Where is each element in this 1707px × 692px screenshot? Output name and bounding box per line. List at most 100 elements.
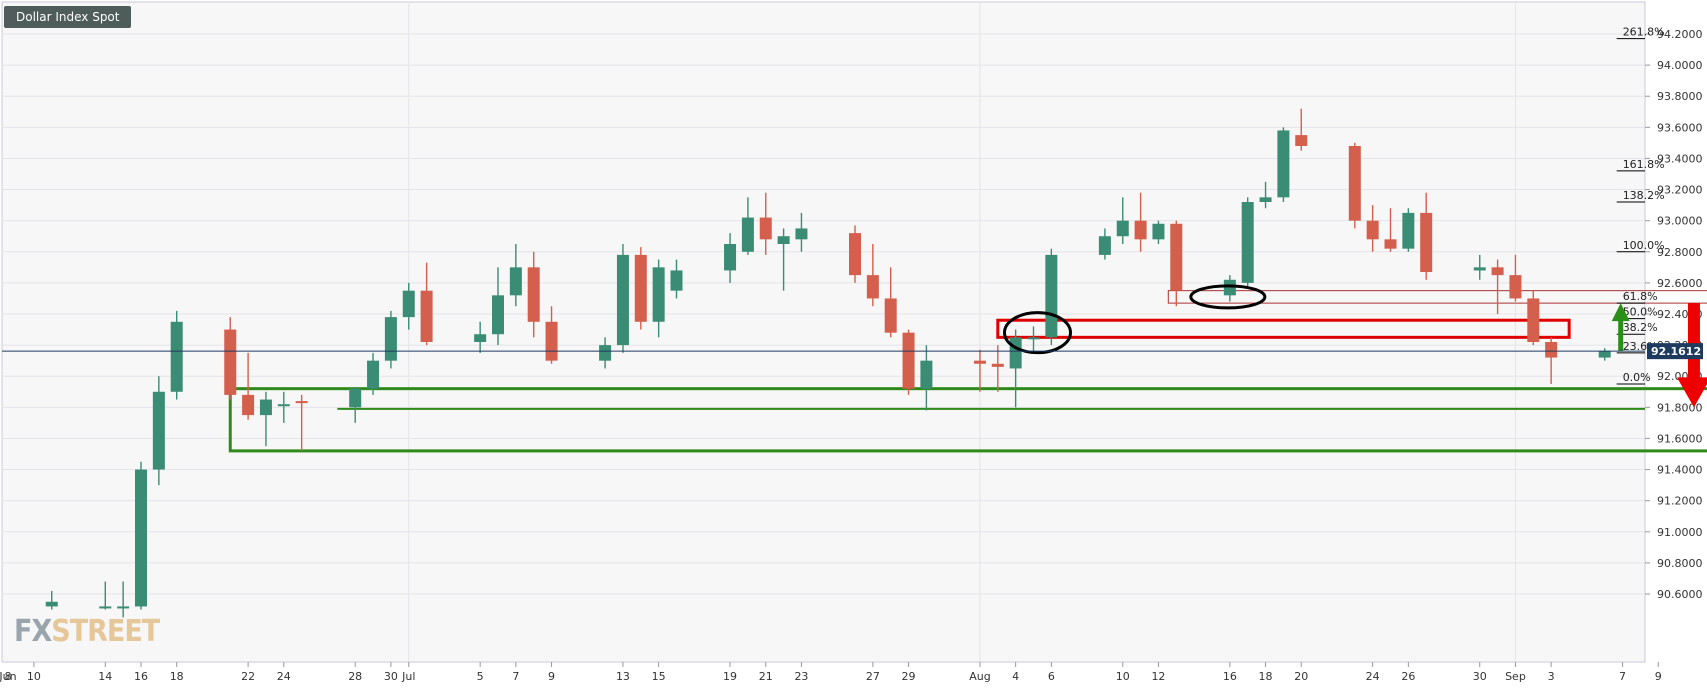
candle-bull: [1028, 337, 1040, 339]
x-tick-label: 6: [1048, 670, 1055, 683]
candle-bear: [528, 267, 540, 321]
x-tick-label: 14: [98, 670, 112, 683]
candle-bull: [117, 606, 129, 608]
red-arrow-shaft: [1688, 303, 1700, 379]
candle-bear: [224, 330, 236, 395]
y-tick-label: 90.6000: [1657, 588, 1703, 601]
x-tick-label: Aug: [969, 670, 990, 683]
candle-bear: [1367, 221, 1379, 240]
x-tick-label: 20: [1294, 670, 1308, 683]
x-tick-label: 12: [1151, 670, 1165, 683]
fib-label: 138.2%: [1623, 189, 1665, 202]
candle-bull: [46, 602, 58, 607]
candle-bull: [1599, 351, 1611, 357]
candle-bear: [546, 322, 558, 361]
candle-bear: [1295, 135, 1307, 146]
candle-bear: [1509, 275, 1521, 298]
candle-bull: [349, 389, 361, 408]
x-tick-label: 30: [1473, 670, 1487, 683]
x-tick-label: 18: [170, 670, 184, 683]
y-tick-label: 91.6000: [1657, 432, 1703, 445]
fib-label: 100.0%: [1623, 239, 1665, 252]
candle-bull: [474, 334, 486, 342]
candle-bull: [724, 244, 736, 270]
x-tick-label: 26: [1401, 670, 1415, 683]
candle-bear: [760, 218, 772, 240]
candle-bear: [296, 401, 308, 403]
candle-bull: [278, 404, 290, 406]
fib-label: 0.0%: [1623, 371, 1651, 384]
candle-bull: [671, 270, 683, 290]
fib-label: 61.8%: [1623, 290, 1658, 303]
y-tick-label: 91.0000: [1657, 526, 1703, 539]
fib-label: 50.0%: [1623, 306, 1658, 319]
candle-bull: [403, 291, 415, 317]
candle-bull: [1045, 255, 1057, 337]
candle-bull: [153, 392, 165, 470]
candle-bull: [171, 322, 183, 392]
candle-bear: [1527, 298, 1539, 342]
candle-bear: [1170, 224, 1182, 291]
candle-bear: [867, 275, 879, 298]
candle-bear: [1545, 342, 1557, 358]
candle-bear: [992, 364, 1004, 367]
candle-bull: [653, 267, 665, 321]
y-tick-label: 91.4000: [1657, 464, 1703, 477]
candle-bull: [367, 361, 379, 389]
x-tick-label: 23: [794, 670, 808, 683]
fib-label: 161.8%: [1623, 158, 1665, 171]
x-tick-label: 3: [1548, 670, 1555, 683]
x-tick-label: 29: [902, 670, 916, 683]
candle-bear: [1135, 221, 1147, 240]
x-tick-label: 7: [512, 670, 519, 683]
candle-bear: [974, 361, 986, 364]
candle-bull: [1010, 337, 1022, 368]
x-tick-label: 16: [1223, 670, 1237, 683]
x-tick-label: 10: [27, 670, 41, 683]
x-tick-label: 24: [277, 670, 291, 683]
candle-bear: [1349, 146, 1361, 221]
x-tick-label: 28: [348, 670, 362, 683]
candle-bull: [1224, 280, 1236, 296]
candle-bear: [421, 291, 433, 342]
y-tick-label: 93.6000: [1657, 121, 1703, 134]
candle-bear: [635, 255, 647, 322]
x-tick-label: 24: [1366, 670, 1380, 683]
x-tick-label: 21: [759, 670, 773, 683]
candle-bull: [1277, 130, 1289, 197]
y-tick-label: 90.8000: [1657, 557, 1703, 570]
candle-bull: [1117, 221, 1129, 237]
candle-bull: [742, 218, 754, 252]
candle-bull: [1474, 267, 1486, 270]
x-tick-label: 10: [1116, 670, 1130, 683]
candle-bull: [795, 228, 807, 239]
fxstreet-logo: FXSTREET: [14, 614, 159, 649]
candle-bear: [242, 395, 254, 415]
logo-fx: FX: [14, 614, 51, 649]
candle-bull: [617, 255, 629, 345]
candle-bull: [492, 295, 504, 334]
x-tick-label: 9: [1655, 670, 1662, 683]
candle-bear: [1492, 267, 1504, 275]
candle-bear: [903, 333, 915, 389]
chart-title: Dollar Index Spot: [4, 6, 131, 28]
x-tick-label: 19: [723, 670, 737, 683]
last-price-label: 92.1612: [1651, 345, 1701, 358]
x-tick-label: 7: [1619, 670, 1626, 683]
candle-bear: [1385, 239, 1397, 248]
x-tick-label: Sep: [1505, 670, 1526, 683]
candle-bull: [1242, 202, 1254, 283]
candle-bear: [885, 298, 897, 332]
y-tick-label: 93.0000: [1657, 215, 1703, 228]
candle-bear: [1420, 213, 1432, 272]
candle-bull: [599, 345, 611, 361]
candle-bull: [135, 470, 147, 607]
candle-bear: [849, 233, 861, 275]
y-tick-label: 93.8000: [1657, 90, 1703, 103]
y-tick-label: 92.6000: [1657, 277, 1703, 290]
x-tick-label: 4: [1012, 670, 1019, 683]
x-tick-label: 16: [134, 670, 148, 683]
x-tick-label: 22: [241, 670, 255, 683]
candle-bull: [1099, 236, 1111, 255]
